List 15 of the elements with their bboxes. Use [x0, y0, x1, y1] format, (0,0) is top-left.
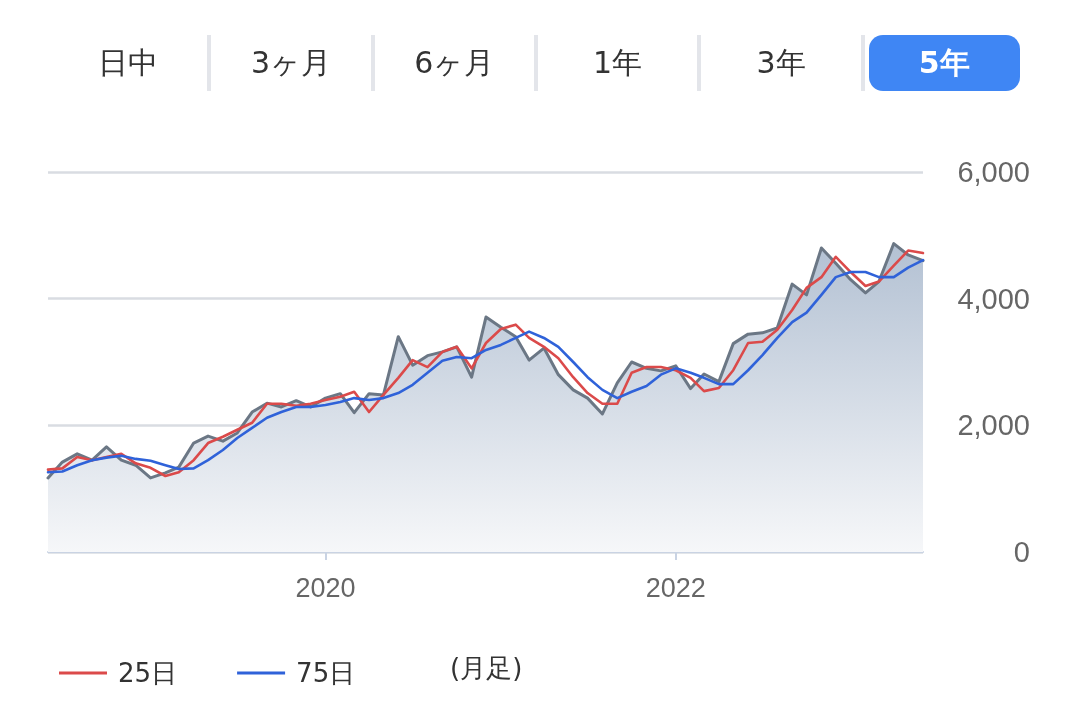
- legend-label: 75日: [296, 658, 356, 688]
- text: 5年: [868, 35, 1020, 91]
- text: 3年: [755, 43, 807, 82]
- y-tick-label: 4,000: [957, 282, 1030, 315]
- y-tick-label: 2,000: [957, 409, 1030, 442]
- text: 日中: [96, 43, 159, 82]
- y-tick-label: 6,000: [957, 156, 1030, 188]
- text: 6ヶ月: [413, 43, 496, 82]
- text: 3ヶ月: [249, 43, 333, 82]
- x-tick-label: 2020: [295, 572, 356, 603]
- text: 1年: [592, 43, 644, 82]
- y-tick-label: 0: [1013, 536, 1030, 568]
- legend-label: 25日: [118, 658, 178, 688]
- x-tick-label: 2022: [645, 572, 706, 603]
- text: (月足): [450, 653, 523, 683]
